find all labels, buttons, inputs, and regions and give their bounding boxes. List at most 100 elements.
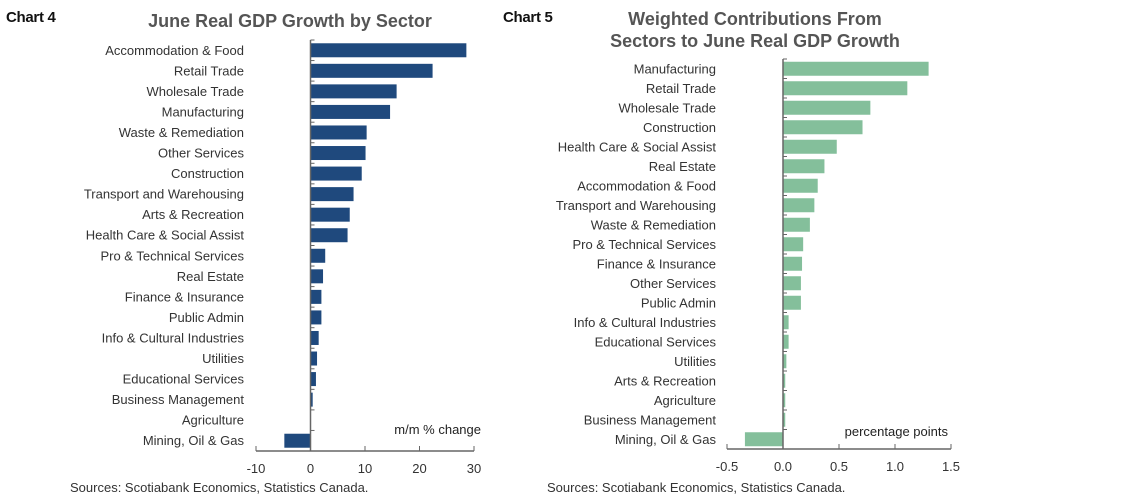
bar <box>783 315 789 330</box>
category-label: Construction <box>171 166 244 181</box>
bar <box>783 139 837 154</box>
category-label: Info & Cultural Industries <box>102 330 245 345</box>
category-label: Transport and Warehousing <box>84 187 244 202</box>
chart5-title-line-2: Sectors to June Real GDP Growth <box>610 31 900 51</box>
bar <box>310 330 319 345</box>
bar <box>310 84 397 99</box>
category-label: Mining, Oil & Gas <box>615 432 717 447</box>
category-label: Public Admin <box>641 295 716 310</box>
bar <box>783 354 787 369</box>
category-label: Educational Services <box>123 372 245 387</box>
category-label: Retail Trade <box>174 63 244 78</box>
category-label: Arts & Recreation <box>614 373 716 388</box>
x-tick-label: -0.5 <box>716 459 738 474</box>
bar <box>783 198 815 213</box>
bar <box>310 43 467 58</box>
bar <box>783 217 810 232</box>
x-tick-label: 10 <box>358 461 372 476</box>
x-tick-label: 30 <box>467 461 481 476</box>
category-label: Construction <box>643 120 716 135</box>
x-tick-label: 20 <box>412 461 426 476</box>
x-tick-label: 0 <box>307 461 314 476</box>
chart5-tag: Chart 5 <box>503 9 553 26</box>
bar <box>744 432 783 447</box>
chart4-title: June Real GDP Growth by Sector <box>148 11 432 31</box>
chart4-tag: Chart 4 <box>6 9 56 26</box>
bar <box>783 120 863 135</box>
category-label: Public Admin <box>169 310 244 325</box>
bar <box>783 276 801 291</box>
category-label: Utilities <box>674 354 716 369</box>
bar <box>310 392 313 407</box>
category-label: Health Care & Social Assist <box>558 139 717 154</box>
category-label: Other Services <box>158 146 244 161</box>
x-tick-label: 0.0 <box>774 459 792 474</box>
unit-label: m/m % change <box>394 422 481 437</box>
bar <box>310 166 362 181</box>
category-label: Health Care & Social Assist <box>86 228 245 243</box>
bar <box>310 372 316 387</box>
bar <box>310 310 322 325</box>
category-label: Transport and Warehousing <box>556 198 716 213</box>
category-label: Manufacturing <box>634 61 716 76</box>
category-label: Other Services <box>630 276 716 291</box>
category-label: Finance & Insurance <box>597 256 716 271</box>
bar <box>783 373 786 388</box>
chart4-source: Sources: Scotiabank Economics, Statistic… <box>70 480 369 495</box>
bar <box>783 61 929 76</box>
bar <box>783 256 803 271</box>
bar <box>310 146 366 161</box>
bar <box>310 248 326 263</box>
bar <box>310 269 324 284</box>
bar <box>310 228 348 243</box>
category-label: Pro & Technical Services <box>100 248 244 263</box>
category-label: Mining, Oil & Gas <box>143 433 245 448</box>
category-label: Agriculture <box>182 413 244 428</box>
category-label: Business Management <box>584 412 717 427</box>
bar <box>310 187 354 202</box>
chart5-source: Sources: Scotiabank Economics, Statistic… <box>547 480 846 495</box>
chart4-plot: Accommodation & Food Retail Trade Wholesal… <box>84 39 481 476</box>
x-tick-label: 1.0 <box>886 459 904 474</box>
category-label: Educational Services <box>595 334 717 349</box>
x-tick-label: -10 <box>247 461 266 476</box>
category-label: Business Management <box>112 392 245 407</box>
category-label: Accommodation & Food <box>577 178 716 193</box>
chart5-title-line-1: Weighted Contributions From <box>628 9 882 29</box>
bar <box>783 178 818 193</box>
bar <box>783 100 871 115</box>
category-label: Waste & Remediation <box>591 217 716 232</box>
bar <box>783 295 801 310</box>
category-label: Manufacturing <box>162 104 244 119</box>
bar <box>310 207 350 222</box>
bar <box>783 159 825 174</box>
category-label: Wholesale Trade <box>618 100 716 115</box>
bar <box>310 289 322 304</box>
category-label: Pro & Technical Services <box>572 237 716 252</box>
category-label: Info & Cultural Industries <box>574 315 717 330</box>
category-label: Waste & Remediation <box>119 125 244 140</box>
bar <box>310 104 391 119</box>
category-label: Finance & Insurance <box>125 289 244 304</box>
bar <box>783 393 786 408</box>
category-label: Real Estate <box>649 159 716 174</box>
category-label: Wholesale Trade <box>146 84 244 99</box>
bar <box>310 63 433 78</box>
bar <box>783 412 786 427</box>
category-label: Retail Trade <box>646 81 716 96</box>
chart5-title: Weighted Contributions From Sectors to J… <box>590 8 920 52</box>
category-label: Accommodation & Food <box>105 43 244 58</box>
category-label: Utilities <box>202 351 244 366</box>
bar <box>783 334 789 349</box>
bar <box>310 125 367 140</box>
bar <box>310 351 318 366</box>
x-tick-label: 0.5 <box>830 459 848 474</box>
bar <box>284 433 311 448</box>
bar <box>783 81 908 96</box>
x-tick-label: 1.5 <box>942 459 960 474</box>
category-label: Arts & Recreation <box>142 207 244 222</box>
category-label: Real Estate <box>177 269 244 284</box>
bar <box>783 237 804 252</box>
unit-label: percentage points <box>845 424 949 439</box>
